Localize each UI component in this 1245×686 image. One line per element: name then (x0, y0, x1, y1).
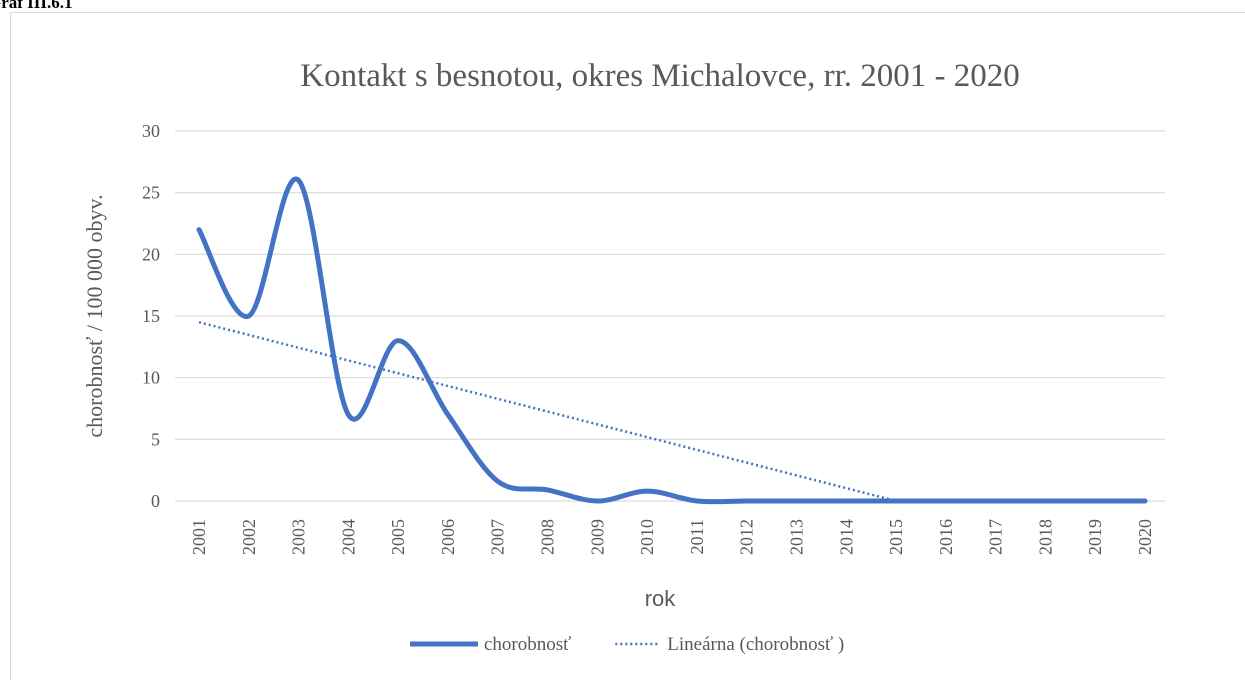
x-tick-label: 2012 (737, 519, 757, 555)
legend-label: Lineárna (chorobnosť ) (667, 634, 844, 655)
y-tick-label: 15 (142, 306, 160, 326)
x-tick-label: 2016 (936, 519, 956, 555)
y-tick-label: 0 (151, 491, 160, 511)
y-axis-label: chorobnosť / 100 000 obyv. (82, 194, 107, 437)
data-line (199, 179, 1145, 502)
x-axis-label: rok (645, 586, 677, 611)
y-tick-label: 20 (142, 244, 160, 264)
x-tick-label: 2015 (886, 519, 906, 555)
x-tick-label: 2019 (1085, 519, 1105, 555)
y-tick-label: 25 (142, 183, 160, 203)
caption: Graf III.6.1 (0, 0, 73, 12)
x-tick-label: 2011 (687, 519, 707, 554)
y-tick-label: 30 (142, 121, 160, 141)
x-tick-label: 2017 (986, 519, 1006, 555)
plot: 0 5 10 15 20 25 30 2001 2002 2003 2004 2005 2006 2007… (142, 121, 1165, 655)
x-tick-label: 2002 (239, 519, 259, 555)
x-tick-label: 2010 (637, 519, 657, 555)
chart-title: Kontakt s besnotou, okres Michalovce, rr… (300, 58, 1019, 94)
y-tick-label: 10 (142, 368, 160, 388)
chart-border (11, 13, 1245, 682)
x-tick-label: 2014 (836, 519, 856, 555)
x-tick-label: 2004 (338, 519, 358, 555)
x-tick-label: 2013 (786, 519, 806, 555)
x-tick-label: 2003 (289, 519, 309, 555)
x-tick-label: 2020 (1135, 519, 1155, 555)
x-tick-label: 2006 (438, 519, 458, 555)
x-tick-label: 2001 (189, 519, 209, 555)
legend-label: chorobnosť (484, 634, 571, 655)
y-tick-label: 5 (151, 429, 160, 449)
x-tick-label: 2005 (388, 519, 408, 555)
x-tick-label: 2018 (1035, 519, 1055, 555)
x-tick-label: 2007 (488, 519, 508, 555)
x-tick-label: 2008 (538, 519, 558, 555)
x-tick-label: 2009 (587, 519, 607, 555)
